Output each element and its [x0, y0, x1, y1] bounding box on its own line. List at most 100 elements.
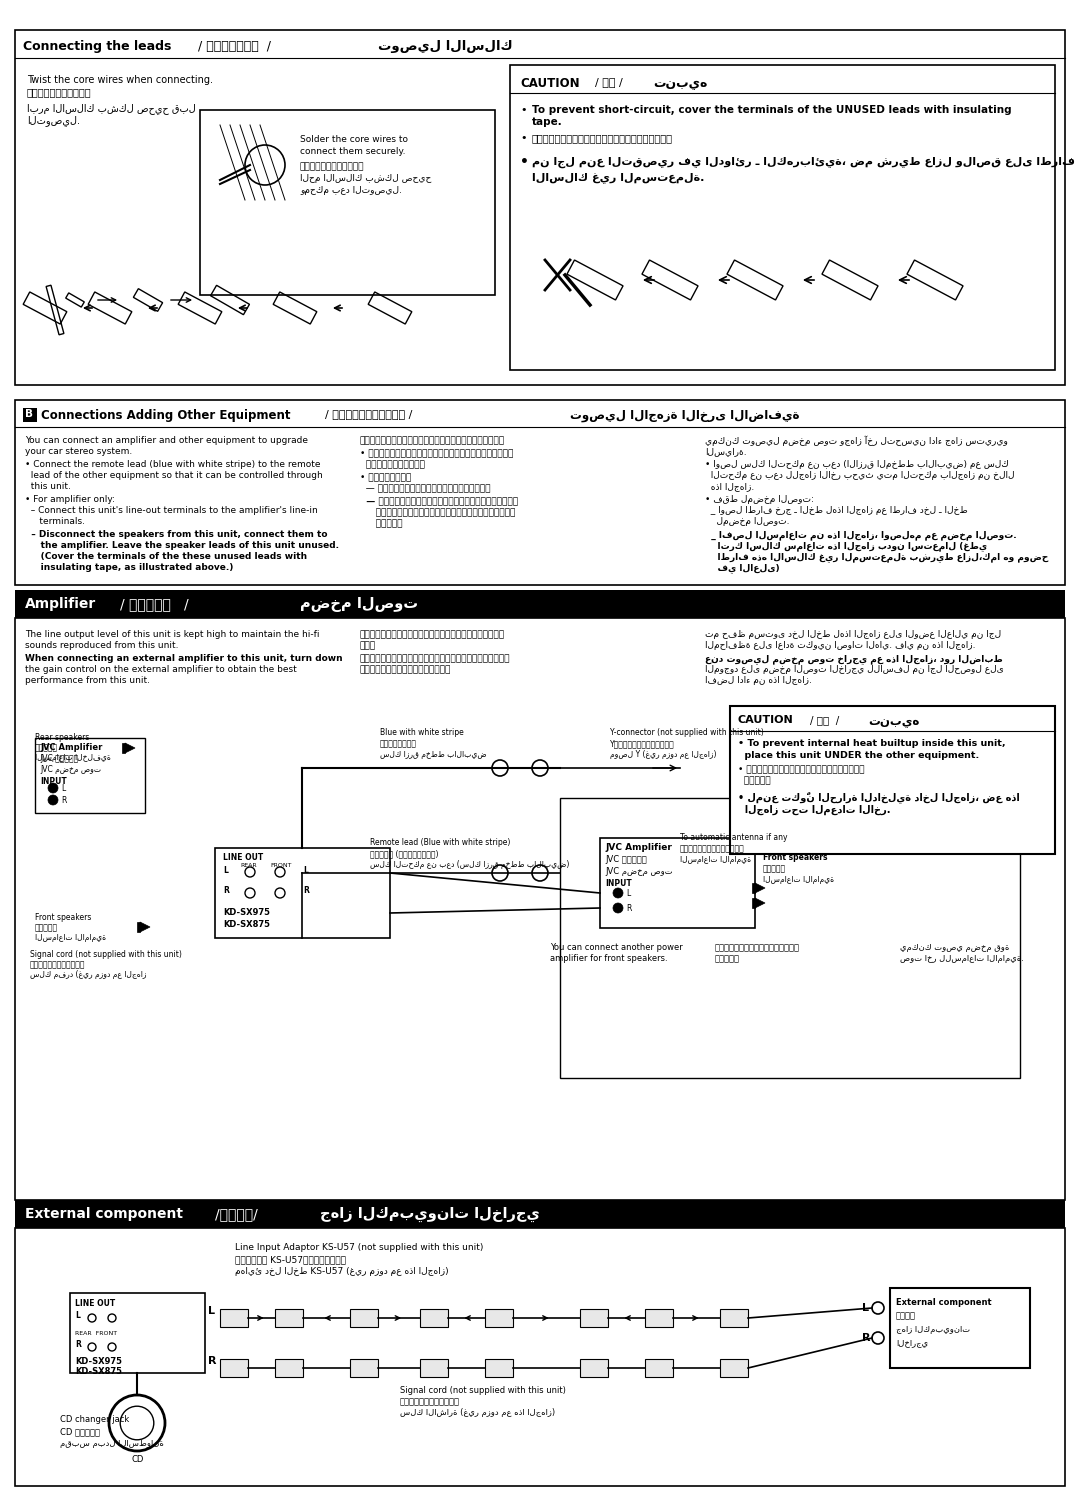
Text: Signal cord (not supplied with this unit): Signal cord (not supplied with this unit… [30, 950, 181, 959]
Bar [275, 1309, 303, 1327]
Text: 藍色帶有白色條紋: 藍色帶有白色條紋 [380, 740, 417, 748]
Text: 線輸入適配器 KS-U57（不隨本機提供）: 線輸入適配器 KS-U57（不隨本機提供） [235, 1255, 346, 1264]
Text: يمكنك توصيل مضخم صوت وجهاز آخر لتحسين اداء جهاز ستيريو: يمكنك توصيل مضخم صوت وجهاز آخر لتحسين اد… [705, 435, 1008, 446]
Text: this unit.: this unit. [25, 482, 71, 491]
Bar [70, 1293, 205, 1373]
Text: 可以通過本機進行遙控。: 可以通過本機進行遙控。 [360, 461, 424, 470]
Bar [220, 1358, 248, 1378]
Bar [510, 66, 1055, 370]
Bar [485, 1309, 513, 1327]
Text: JVC Amplifier: JVC Amplifier [605, 842, 672, 851]
Text: •: • [519, 133, 527, 143]
Bar [15, 590, 1065, 617]
Text: (Cover the terminals of the these unused leads with: (Cover the terminals of the these unused… [25, 552, 307, 561]
Text: • To prevent internal heat builtup inside this unit,: • To prevent internal heat builtup insid… [738, 740, 1005, 748]
Bar [35, 738, 145, 813]
Bar [752, 883, 755, 893]
Text: JVC 功率放大器: JVC 功率放大器 [40, 754, 78, 763]
Text: REAR: REAR [240, 863, 257, 868]
Text: •: • [519, 155, 529, 168]
Text: Connecting the leads: Connecting the leads [23, 40, 172, 54]
Text: اترك اسلاك سماعات هذا الجهاز بدون استعمال (غطي: اترك اسلاك سماعات هذا الجهاز بدون استعما… [705, 541, 987, 550]
Bar [720, 1358, 748, 1378]
Text: place this unit UNDER the other equipment.: place this unit UNDER the other equipmen… [738, 751, 980, 760]
Text: 外接部件: 外接部件 [896, 1311, 916, 1320]
Text: توصيل الاجهزة الاخرى الاضافية: توصيل الاجهزة الاخرى الاضافية [570, 409, 799, 422]
Text: / 注意 /: / 注意 / [595, 78, 623, 86]
Text: الجهاز تحت المعدات الاخر.: الجهاز تحت المعدات الاخر. [738, 805, 891, 816]
Text: السماعات الخلفية: السماعات الخلفية [35, 753, 111, 762]
Text: مضخم الصوت: مضخم الصوت [300, 596, 418, 611]
Polygon shape [140, 921, 150, 932]
Text: JVC Amplifier: JVC Amplifier [40, 743, 103, 751]
Text: R: R [862, 1333, 870, 1343]
Text: KD-SX975: KD-SX975 [75, 1357, 122, 1366]
Text: terminals.: terminals. [25, 517, 85, 526]
Bar [890, 1288, 1030, 1369]
Bar [15, 617, 1065, 1200]
Text: L: L [222, 866, 228, 875]
Text: الخارجي: الخارجي [896, 1337, 928, 1346]
Text: لمضخم الصوت.: لمضخم الصوت. [705, 517, 789, 526]
Text: Solder the core wires to: Solder the core wires to [300, 136, 408, 145]
Text: سلك التحكم عن بعد (سلك ازرق مخطط بالابيض): سلك التحكم عن بعد (سلك ازرق مخطط بالابيض… [370, 860, 569, 869]
Text: • 為防止機件內部溫度過熱，請將此機件放置在其他: • 為防止機件內部溫度過熱，請將此機件放置在其他 [738, 765, 864, 774]
Text: B: B [25, 409, 33, 419]
Bar [600, 838, 755, 927]
Text: CD: CD [132, 1455, 145, 1464]
Text: 儀器之下。: 儀器之下。 [738, 775, 771, 784]
Text: CAUTION: CAUTION [738, 716, 794, 725]
Text: When connecting an external amplifier to this unit, turn down: When connecting an external amplifier to… [25, 655, 342, 663]
Text: المحافظة على اعادة تكوين اصوات الهاي. فاي من هذا الجهاز.: المحافظة على اعادة تكوين اصوات الهاي. فا… [705, 641, 975, 650]
Text: من اجل منع التقصير في الدوائر ـ الكهربائية، ضم شريط عازل ولاصق على اطراف: من اجل منع التقصير في الدوائر ـ الكهربائ… [532, 157, 1075, 168]
Text: _ افصل السماعات من هذا الجهاز، اوصلهم مع مضخم الصوت.: _ افصل السماعات من هذا الجهاز، اوصلهم مع… [705, 529, 1016, 540]
Text: السماعات الامامية: السماعات الامامية [35, 933, 106, 942]
Text: • Connect the remote lead (blue with white stripe) to the remote: • Connect the remote lead (blue with whi… [25, 461, 321, 470]
Text: LINE OUT: LINE OUT [75, 1299, 116, 1308]
Text: Amplifier: Amplifier [25, 596, 96, 611]
Text: JVC مضخم صوت: JVC مضخم صوت [40, 765, 102, 774]
Text: 後置揚聲器: 後置揚聲器 [35, 743, 58, 751]
Text: FRONT: FRONT [270, 863, 292, 868]
Bar [122, 743, 125, 753]
Text: •: • [519, 104, 527, 115]
Bar [350, 1358, 378, 1378]
Bar [15, 400, 1065, 584]
Circle shape [48, 783, 58, 793]
Text: JVC 功率放大器: JVC 功率放大器 [605, 854, 647, 863]
Bar [645, 1358, 673, 1378]
Text: Line Input Adaptor KS-U57 (not supplied with this unit): Line Input Adaptor KS-U57 (not supplied … [235, 1243, 484, 1252]
Text: CAUTION: CAUTION [519, 78, 580, 89]
Text: R: R [303, 886, 309, 895]
Text: ابرم الاسلاك بشكل صحيح قبل: ابرم الاسلاك بشكل صحيح قبل [27, 103, 195, 113]
Text: 將線芯牢固地焊接在一起，: 將線芯牢固地焊接在一起， [300, 163, 365, 171]
Text: JVC مضخم صوت: JVC مضخم صوت [605, 866, 673, 877]
Text: Signal cord (not supplied with this unit): Signal cord (not supplied with this unit… [400, 1387, 566, 1396]
Text: tape.: tape. [532, 116, 563, 127]
Text: 放置不用。（按照上面所示的方式，用絕緣膠把不用的線端: 放置不用。（按照上面所示的方式，用絕緣膠把不用的線端 [360, 508, 515, 517]
Text: التحكم عن بعد للجهاز الاخر بحيث يتم التحكم بالجهاز من خلال: التحكم عن بعد للجهاز الاخر بحيث يتم التح… [705, 471, 1014, 480]
Text: السيارة.: السيارة. [705, 447, 746, 456]
Text: REAR  FRONT: REAR FRONT [75, 1331, 117, 1336]
Text: L: L [303, 866, 308, 875]
Text: KD-SX875: KD-SX875 [222, 920, 270, 929]
Text: R: R [626, 904, 632, 912]
Text: مقبس مبدل الاسطوانة: مقبس مبدل الاسطوانة [60, 1439, 164, 1448]
Text: R: R [208, 1355, 216, 1366]
Bar [15, 1229, 1065, 1487]
Text: CD changer jack: CD changer jack [60, 1415, 130, 1424]
Text: insulating tape, as illustrated above.): insulating tape, as illustrated above.) [25, 564, 233, 573]
Text: يمكنك توصي مضخم قوة: يمكنك توصي مضخم قوة [900, 942, 1010, 951]
Text: L: L [208, 1306, 215, 1317]
Text: lead of the other equipment so that it can be controlled through: lead of the other equipment so that it c… [25, 471, 323, 480]
Text: الحم الاسلاك بشكل صحيح: الحم الاسلاك بشكل صحيح [300, 174, 431, 183]
Text: ومحكم بعد التوصيل.: ومحكم بعد التوصيل. [300, 186, 402, 195]
Text: performance from this unit.: performance from this unit. [25, 675, 150, 684]
Text: 為防止電源短路，請用絕緣帶包住未使用電線的端子。: 為防止電源短路，請用絕緣帶包住未使用電線的端子。 [532, 133, 673, 143]
Text: – Connect this unit's line-out terminals to the amplifier's line-in: – Connect this unit's line-out terminals… [25, 505, 318, 514]
Text: التوصيل.: التوصيل. [27, 115, 80, 125]
Text: Rear speakers: Rear speakers [35, 734, 90, 743]
Text: تنبيه: تنبيه [653, 78, 707, 89]
Text: CD 轉換器插孔: CD 轉換器插孔 [60, 1427, 100, 1436]
Text: INPUT: INPUT [605, 880, 632, 889]
